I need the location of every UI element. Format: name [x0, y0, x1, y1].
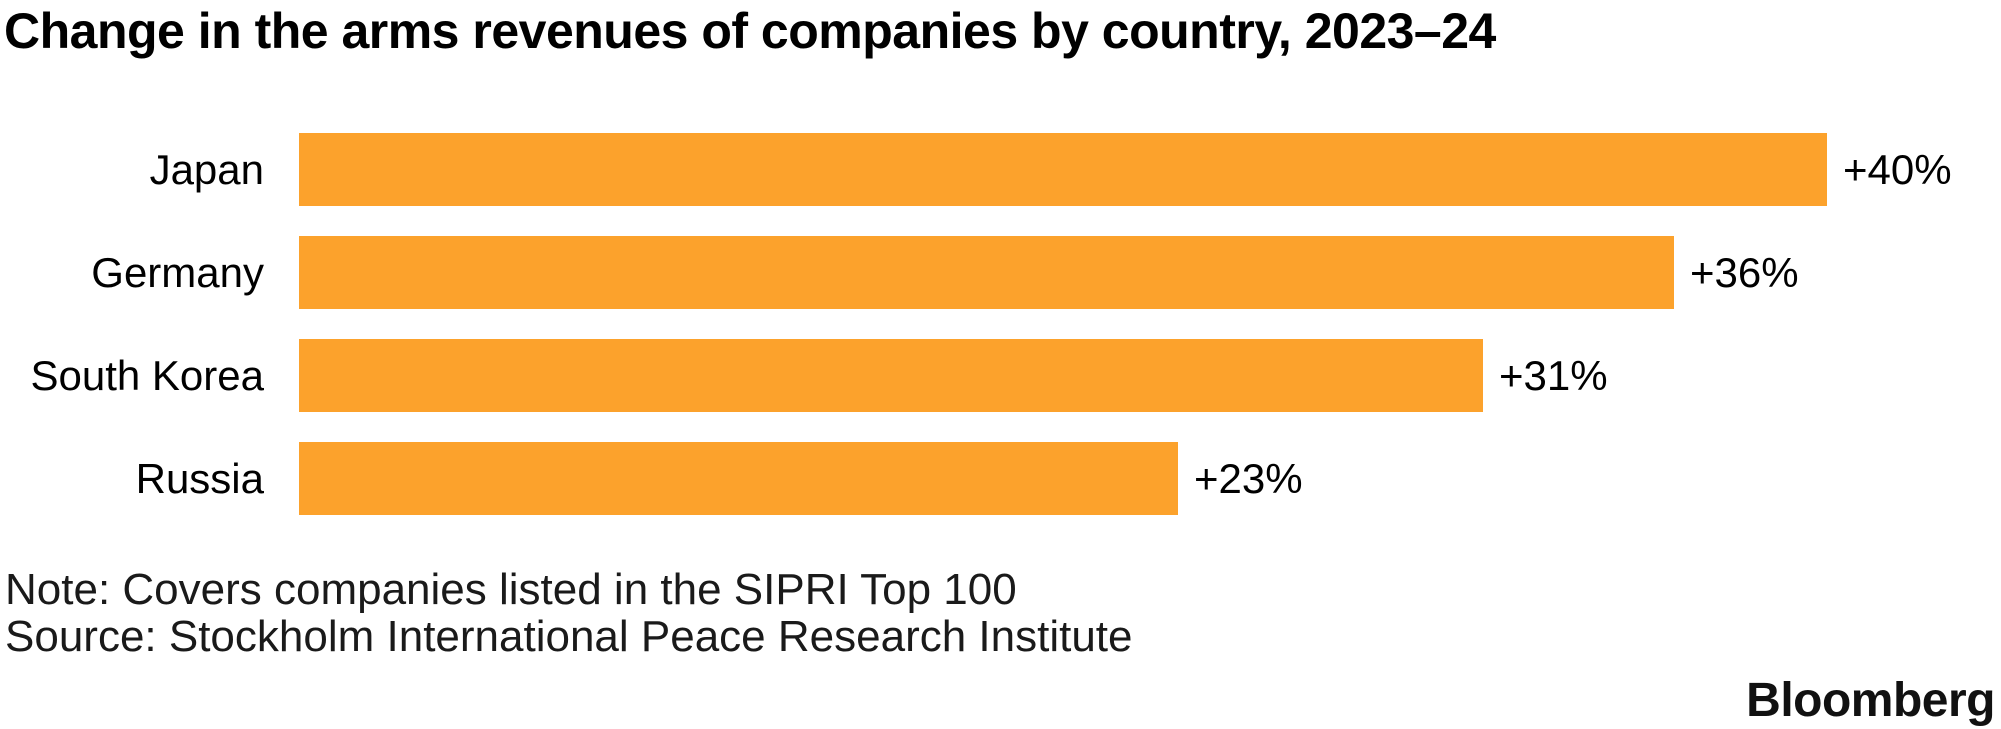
bar-label: Germany	[91, 248, 264, 296]
bar-value: +36%	[1690, 248, 1799, 296]
bar	[299, 442, 1178, 515]
bar-value: +40%	[1843, 145, 1952, 193]
bar	[299, 339, 1483, 412]
bar-row: Germany +36%	[0, 236, 2001, 309]
bar-value: +31%	[1499, 351, 1608, 399]
bar-label: South Korea	[30, 351, 264, 399]
bar	[299, 133, 1827, 206]
chart-title: Change in the arms revenues of companies…	[4, 3, 1496, 59]
bar-row: South Korea +31%	[0, 339, 2001, 412]
chart-source: Source: Stockholm International Peace Re…	[5, 612, 1133, 661]
bloomberg-logo: Bloomberg	[1746, 674, 1995, 727]
bar-row: Japan +40%	[0, 133, 2001, 206]
bar-row: Russia +23%	[0, 442, 2001, 515]
bar-value: +23%	[1194, 454, 1303, 502]
bar-label: Russia	[135, 454, 264, 502]
bar-label: Japan	[149, 145, 264, 193]
bar	[299, 236, 1674, 309]
chart-footnotes: Note: Covers companies listed in the SIP…	[5, 566, 1133, 660]
chart-note: Note: Covers companies listed in the SIP…	[5, 565, 1017, 614]
